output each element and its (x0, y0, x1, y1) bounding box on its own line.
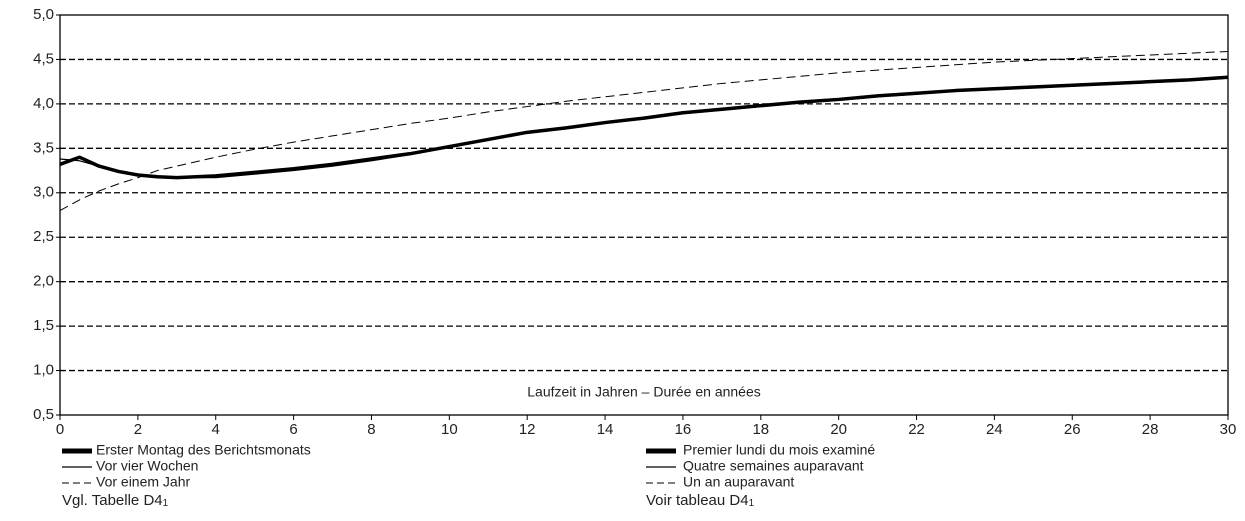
plot-frame (59, 14, 1229, 416)
legend-label: Vor vier Wochen (96, 458, 198, 474)
x-tick-label: 4 (212, 421, 220, 438)
x-tick-label: 24 (986, 421, 1003, 438)
x-tick-label: 14 (597, 421, 614, 438)
series-line (59, 77, 1229, 179)
x-tick-label: 26 (1064, 421, 1081, 438)
note-text: Voir tableau D4 (646, 492, 749, 509)
y-tick-label: 3,5 (33, 139, 54, 156)
legend-label: Quatre semaines auparavant (683, 458, 864, 474)
legend-label: Un an auparavant (683, 474, 794, 490)
note-sub: 1 (749, 498, 755, 509)
legend-label: Premier lundi du mois examiné (683, 442, 875, 458)
x-tick-label: 2 (134, 421, 142, 438)
x-tick-label: 10 (441, 421, 458, 438)
y-tick-label: 2,5 (33, 228, 54, 245)
x-tick-label: 0 (56, 421, 64, 438)
y-tick-label: 4,0 (33, 95, 54, 112)
x-tick-label: 28 (1142, 421, 1159, 438)
y-tick-label: 2,0 (33, 273, 54, 290)
y-tick-label: 5,0 (33, 6, 54, 23)
legend-label: Erster Montag des Berichtsmonats (96, 442, 311, 458)
x-tick-label: 22 (908, 421, 925, 438)
note-sub: 1 (163, 498, 169, 509)
legend-label: Vor einem Jahr (96, 474, 190, 490)
note-text: Vgl. Tabelle D4 (62, 492, 163, 509)
series-line (59, 75, 1229, 180)
x-tick-label: 30 (1220, 421, 1237, 438)
x-tick-label: 20 (830, 421, 847, 438)
x-tick-label: 16 (675, 421, 692, 438)
series-line (59, 50, 1229, 211)
y-tick-label: 1,5 (33, 317, 54, 334)
y-tick-label: 0,5 (33, 406, 54, 423)
y-tick-label: 1,0 (33, 362, 54, 379)
note: Vgl. Tabelle D41 (62, 492, 169, 509)
x-tick-label: 8 (367, 421, 375, 438)
y-tick-label: 4,5 (33, 50, 54, 67)
x-tick-label: 18 (752, 421, 769, 438)
y-tick-label: 3,0 (33, 184, 54, 201)
note: Voir tableau D41 (646, 492, 755, 509)
x-axis-label: Laufzeit in Jahren – Durée en années (527, 384, 761, 400)
x-tick-label: 12 (519, 421, 536, 438)
x-tick-label: 6 (289, 421, 297, 438)
